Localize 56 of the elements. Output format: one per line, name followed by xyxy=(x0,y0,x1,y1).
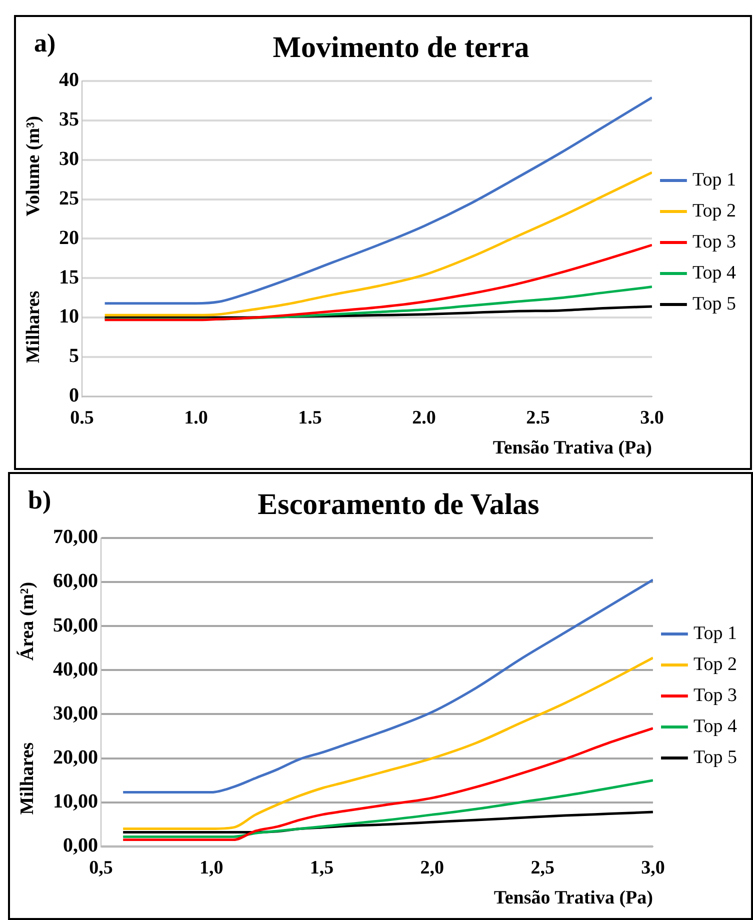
x-tick-label: 1,0 xyxy=(200,858,224,879)
legend-label: Top 2 xyxy=(693,654,737,675)
y-tick-label: 0,00 xyxy=(63,834,98,857)
chart-title: Movimento de terra xyxy=(272,30,530,64)
text: Milhares xyxy=(16,742,38,815)
line-series xyxy=(104,96,652,305)
line-series xyxy=(104,244,652,322)
line-series xyxy=(104,171,652,316)
legend-label: Top 4 xyxy=(693,716,738,737)
legend-label: Top 1 xyxy=(693,622,737,644)
y-tick-label: 20 xyxy=(59,226,79,249)
x-tick-label: 2,5 xyxy=(530,858,554,879)
text: Milhares xyxy=(22,290,44,364)
x-axis-title: Tensão Trativa (Pa) xyxy=(494,888,653,909)
x-tick-label: 1.0 xyxy=(184,408,208,429)
y-tick-label: 20,00 xyxy=(53,746,98,768)
y-tick-label: 30 xyxy=(59,148,79,170)
y-tick-label: 70,00 xyxy=(53,526,98,548)
y-tick-label: 40,00 xyxy=(53,658,98,680)
legend-label: Top 3 xyxy=(692,231,736,252)
legend-label: Top 1 xyxy=(692,169,736,190)
y-tick-label: 35 xyxy=(59,108,79,131)
y-axis-title: Volume (m³) xyxy=(22,116,44,216)
text: b) xyxy=(28,486,52,515)
x-tick-label: 0,5 xyxy=(89,858,113,879)
x-tick-label: 2.5 xyxy=(526,408,550,429)
y-tick-label: 5 xyxy=(69,345,79,368)
line-series xyxy=(122,779,653,838)
legend-label: Top 3 xyxy=(693,684,737,706)
x-tick-label: 1,5 xyxy=(310,858,334,879)
y-tick-label: 30,00 xyxy=(53,702,98,724)
y-tick-label: 10 xyxy=(59,306,79,328)
y-tick-label: 15 xyxy=(59,266,79,288)
x-tick-label: 0.5 xyxy=(70,408,94,429)
legend-label: Top 4 xyxy=(692,262,736,284)
x-tick-label: 2,0 xyxy=(420,858,444,879)
y-tick-label: 60,00 xyxy=(53,570,98,592)
line-series xyxy=(122,578,653,794)
x-tick-label: 3,0 xyxy=(641,858,665,879)
text: a) xyxy=(34,28,56,58)
y-tick-label: 25 xyxy=(59,187,79,210)
chart-title: Escoramento de Valas xyxy=(258,488,540,521)
y-tick-label: 0 xyxy=(69,384,79,407)
line-series xyxy=(122,727,653,842)
y-tick-label: 40 xyxy=(59,69,79,92)
x-tick-label: 3.0 xyxy=(640,408,664,429)
legend-label: Top 2 xyxy=(692,200,736,222)
y-axis-title: Área (m²) xyxy=(16,582,38,661)
x-axis-title: Tensão Trativa (Pa) xyxy=(492,438,652,459)
y-tick-label: 50,00 xyxy=(53,614,98,636)
legend-label: Top 5 xyxy=(692,293,736,314)
legend-label: Top 5 xyxy=(693,746,737,768)
y-tick-label: 10,00 xyxy=(53,790,98,813)
x-tick-label: 2.0 xyxy=(412,408,436,429)
line-series xyxy=(122,656,653,830)
x-tick-label: 1.5 xyxy=(298,408,322,429)
